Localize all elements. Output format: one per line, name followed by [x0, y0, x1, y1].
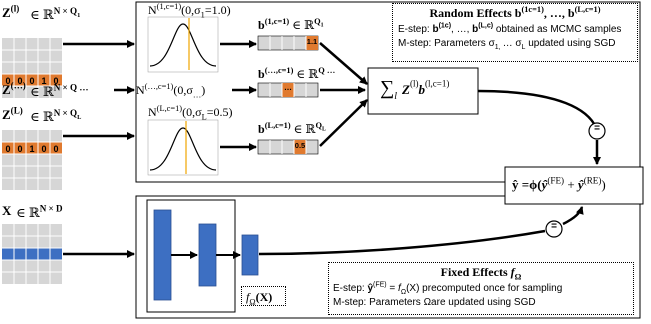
combine-node-fe-sign: = — [551, 221, 557, 232]
arrow-b1-sum — [319, 42, 368, 85]
x-matrix — [2, 224, 62, 284]
b1-vector — [257, 35, 319, 51]
zL-label: Z(L) — [2, 105, 23, 122]
z1-row-values: 0 0 0 1 0 — [2, 75, 62, 87]
bD-value: … — [284, 83, 292, 92]
zL-set: ∈ ℝN × QL — [30, 107, 82, 124]
prior-label-dots: N(…,c=1)(0,σ…) — [136, 82, 206, 100]
combine-node-re-sign: = — [594, 123, 600, 134]
random-effects-note: Random Effects b(1c=1), …, b(L,c=1) E-st… — [392, 3, 638, 62]
prior-label-L: N(L,c=1)(0,σL=0.5) — [148, 104, 233, 122]
zL-cell: 0 — [41, 144, 47, 154]
re-mstep: M-step: Parameters σ1, … σL updated usin… — [398, 38, 616, 51]
nn-layer-2 — [198, 223, 217, 287]
random-effects-box — [135, 1, 641, 183]
re-title: Random Effects b(1c=1), …, b(L,c=1) — [429, 5, 601, 20]
prior-plot-1 — [147, 16, 219, 73]
bD-vector — [257, 82, 319, 98]
bL-vector — [257, 139, 319, 155]
z1-cell: 0 — [53, 76, 59, 86]
x-set: ∈ ℝN × D — [16, 203, 63, 220]
network-function-label: fΩ(X) — [241, 286, 286, 306]
prior-plot-L — [147, 119, 219, 176]
z1-set: ∈ ℝN × Q1 — [30, 5, 81, 22]
arrow-fe-to-output — [258, 229, 546, 256]
z1-matrix — [2, 38, 62, 98]
zL-cell: 0 — [17, 144, 23, 154]
combine-node-fe — [545, 220, 563, 238]
fixed-effects-box — [135, 195, 641, 319]
zL-cell: 1 — [29, 144, 35, 154]
bL-value: 0.5 — [294, 141, 306, 150]
z1-cell: 0 — [29, 76, 35, 86]
sum-box — [367, 67, 479, 115]
bD-label: b(…,c=1) ∈ ℝQ … — [258, 66, 336, 81]
z1-label: Z(l) — [2, 3, 20, 20]
b1-value: 1.1 — [306, 37, 318, 46]
zL-row-values: 0 0 1 0 0 — [2, 143, 62, 155]
zd-set: ∈ ℝN × Q … — [30, 82, 89, 99]
prior-label-1: N(1,c=1)(0,σ1=1.0) — [148, 2, 231, 20]
bL-label: b(L,c=1) ∈ ℝQL — [258, 121, 326, 136]
arrow-bL-sum — [319, 99, 368, 147]
output-formula: ŷ =ϕ(ŷ(FE) + ŷ(RE)) — [512, 175, 606, 192]
fe-estep: E-step: ŷ(FE) = fΩ(X) precomputed once f… — [333, 281, 563, 296]
output-box — [504, 166, 644, 205]
fixed-effects-network — [146, 199, 259, 313]
fixed-effects-note: Fixed Effects fΩ E-step: ŷ(FE) = fΩ(X) p… — [328, 262, 634, 315]
b1-label: b(1,c=1) ∈ ℝQ1 — [258, 17, 324, 32]
z1-cell: 0 — [17, 76, 23, 86]
zL-matrix — [2, 130, 62, 190]
fe-mstep: M-step: Parameters Ωare updated using SG… — [333, 297, 536, 308]
re-estep: E-step: b(1c), …, b(L,c) obtained as MCM… — [398, 22, 622, 35]
arrow-sum-to-output — [477, 89, 599, 131]
x-label: X — [2, 203, 12, 218]
combine-node-re — [588, 122, 606, 140]
z1-cell: 1 — [41, 76, 47, 86]
nn-layer-3 — [241, 234, 259, 276]
zL-cell: 0 — [53, 144, 59, 154]
nn-layer-1 — [153, 209, 172, 301]
sum-formula: ∑l Z(l)b(l,c=1) — [380, 77, 450, 102]
fe-title: Fixed Effects fΩ — [440, 265, 522, 282]
z1-cell: 0 — [5, 76, 11, 86]
zL-cell: 0 — [5, 144, 11, 154]
zd-label: Z(…) — [2, 80, 26, 97]
